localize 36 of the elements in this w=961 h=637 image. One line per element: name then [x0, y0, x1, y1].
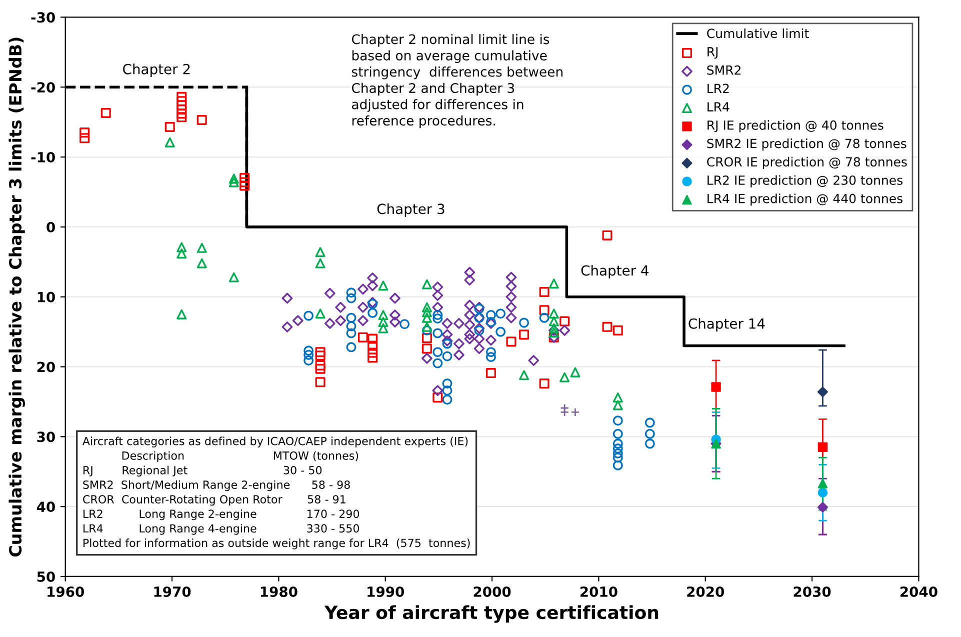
- x-tick-label: 2010: [580, 586, 618, 597]
- x-tick-label: 2030: [794, 586, 831, 597]
- legend-label: SMR2: [707, 65, 740, 75]
- y-tick-label: 20: [37, 362, 55, 372]
- y-tick-label: 0: [46, 222, 55, 232]
- legend-label: LR2 IE prediction @ 230 tonnes: [708, 175, 902, 188]
- legend-label: RJ: [708, 47, 718, 59]
- x-tick-label: 1980: [260, 586, 298, 597]
- y-tick-label: 40: [36, 502, 55, 512]
- annotation: Chapter 3: [377, 203, 444, 217]
- legend-label: LR4: [708, 102, 730, 112]
- y-tick-label: 50: [37, 571, 55, 582]
- x-tick-label: 2000: [474, 586, 511, 597]
- legend-label: SMR2 IE prediction @ 78 tonnes: [707, 138, 906, 151]
- x-tick-label: 1990: [368, 586, 404, 597]
- y-axis-title: Cumulative margin relative to Chapter 3 limits (EPNdB): [8, 38, 25, 557]
- x-axis-title: Year of aircraft type certification: [324, 605, 658, 623]
- y-tick-label: -30: [31, 12, 55, 23]
- legend-label: CROR IE prediction @ 78 tonnes: [707, 156, 907, 169]
- legend-label: LR2: [708, 84, 729, 93]
- legend-label: LR4 IE prediction @ 440 tonnes: [708, 194, 902, 206]
- legend-label: RJ IE prediction @ 40 tonnes: [708, 120, 884, 132]
- x-tick-label: 2020: [687, 586, 724, 597]
- y-tick-label: -20: [31, 82, 55, 93]
- legend-label: Cumulative limit: [707, 28, 809, 38]
- annotation: Chapter 4: [581, 264, 649, 278]
- x-tick-label: 1970: [154, 586, 191, 597]
- annotation: Chapter 14: [688, 318, 765, 332]
- x-tick-label: 1960: [48, 586, 84, 597]
- y-tick-label: 10: [38, 292, 55, 302]
- x-tick-label: 2040: [900, 586, 938, 597]
- annotation: Chapter 2: [123, 64, 190, 78]
- annotation: Chapter 2 nominal limit line is based on average cumulative stringency differences between Chapter 2 and Chapter 3 adjusted for differences in reference procedures.: [352, 34, 562, 128]
- y-tick-label: -10: [31, 152, 55, 162]
- annotation: Aircraft categories as defined by ICAO/CAEP independent experts (IE) Description MTOW (tonnes) RJ Regional Jet 30 - 50 SMR2 Short/Medium Range 2-engine 58 - 98 CROR Counter-Rotating Open Rotor 58 - 91 LR2 Long Range 2-engine 170 - 290 LR4 Long Range 4-engine 330 - 550 Plotted for information as outside weight range for LR4 (575 tonnes): [82, 436, 470, 550]
- y-tick-label: 30: [37, 432, 55, 442]
